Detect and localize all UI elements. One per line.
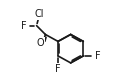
Text: Cl: Cl	[34, 9, 44, 19]
Text: O: O	[36, 38, 44, 48]
Text: F: F	[95, 51, 100, 61]
Text: F: F	[21, 21, 26, 31]
Text: F: F	[55, 64, 61, 74]
